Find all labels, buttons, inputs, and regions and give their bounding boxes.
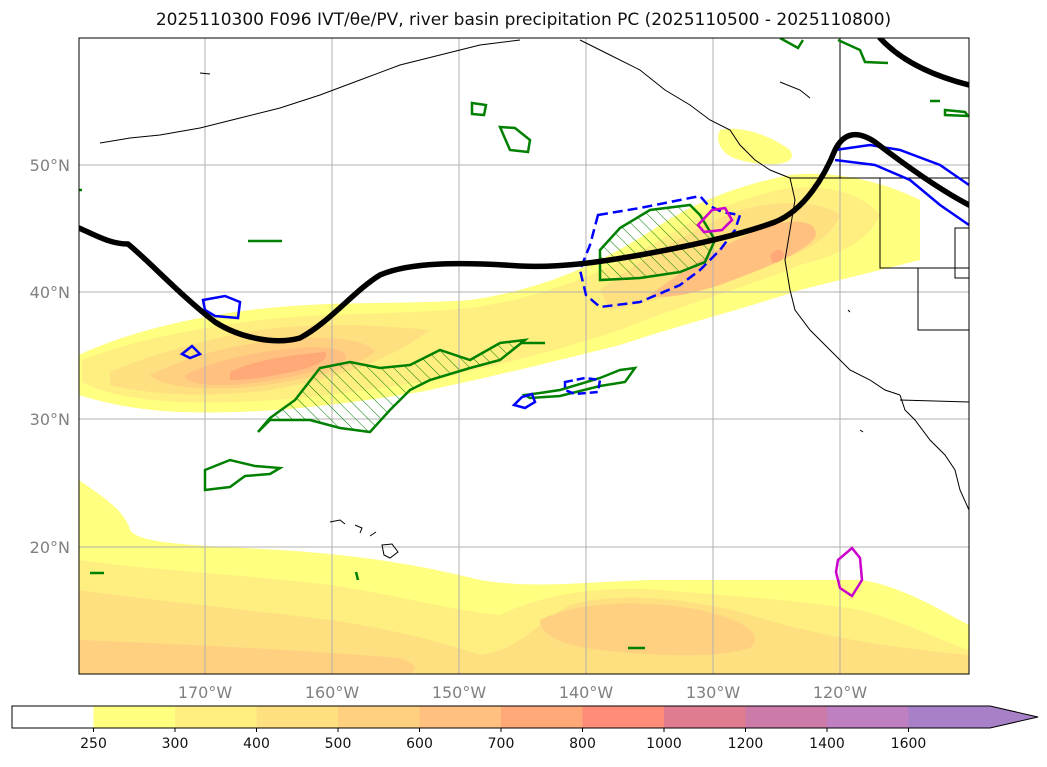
colorbar-tick-label: 600 — [406, 736, 433, 752]
colorbar-segment — [12, 706, 94, 728]
ivt-south-500b — [79, 640, 415, 674]
colorbar-tick-label: 1200 — [728, 736, 764, 752]
map-plot-area — [79, 38, 969, 674]
colorbar: 250 300 400 500 600 700 800 1000 1200 1400 1600 — [11, 705, 1039, 752]
graticule — [79, 38, 969, 674]
ivt-band-500b — [650, 221, 816, 297]
ivt-patch-north — [718, 128, 792, 165]
colorbar-segment — [827, 706, 909, 728]
colorbar-segment — [256, 706, 339, 728]
ivt-south-500 — [540, 603, 755, 656]
colorbar-segment — [338, 706, 420, 728]
colorbar-segment — [582, 706, 665, 728]
colorbar-tick-label: 800 — [569, 736, 596, 752]
map-title: 2025110300 F096 IVT/θe/PV, river basin p… — [155, 10, 892, 30]
colorbar-segment — [419, 706, 502, 728]
lon-label-150w: 150°W — [432, 683, 487, 702]
lon-label-130w: 130°W — [686, 683, 741, 702]
colorbar-segment — [664, 706, 746, 728]
colorbar-segment — [93, 706, 176, 728]
pv-contours — [179, 143, 969, 410]
magenta-contours — [696, 206, 864, 598]
colorbar-tick-label: 500 — [325, 736, 352, 752]
colorbar-segment — [501, 706, 583, 728]
colorbar-extend-arrow — [908, 706, 1038, 728]
theta-e-contours — [79, 38, 969, 344]
map-frame — [78, 37, 970, 675]
lat-label-40n: 40°N — [30, 283, 70, 302]
ivt-band-700 — [230, 352, 327, 380]
colorbar-segment — [745, 706, 828, 728]
lon-label-160w: 160°W — [305, 683, 360, 702]
lat-label-20n: 20°N — [30, 538, 70, 557]
lon-label-140w: 140°W — [559, 683, 614, 702]
colorbar-tick-label: 400 — [243, 736, 270, 752]
colorbar-segment — [175, 706, 257, 728]
colorbar-tick-label: 700 — [488, 736, 515, 752]
lat-label-50n: 50°N — [30, 156, 70, 175]
lat-label-30n: 30°N — [30, 410, 70, 429]
colorbar-outline — [11, 705, 1039, 729]
ivt-band-700b — [770, 249, 784, 263]
lon-label-170w: 170°W — [178, 683, 233, 702]
colorbar-tick-label: 1400 — [809, 736, 845, 752]
lon-label-120w: 120°W — [813, 683, 868, 702]
colorbar-tick-label: 250 — [80, 736, 107, 752]
colorbar-tick-label: 1000 — [646, 736, 682, 752]
colorbar-tick-label: 300 — [162, 736, 189, 752]
colorbar-tick-label: 1600 — [891, 736, 927, 752]
